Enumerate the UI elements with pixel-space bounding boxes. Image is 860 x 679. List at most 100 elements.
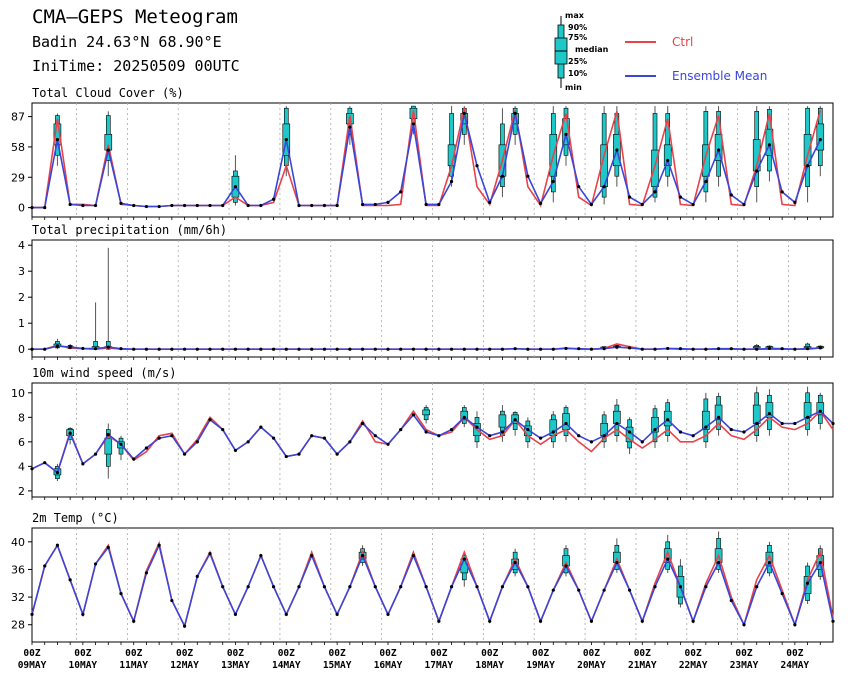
y-tick-label: 2 bbox=[18, 485, 25, 498]
series-point bbox=[526, 427, 530, 432]
series-point bbox=[335, 347, 339, 351]
series-point bbox=[729, 193, 733, 197]
series-point bbox=[81, 203, 85, 208]
series-point bbox=[170, 434, 174, 438]
series-point bbox=[615, 148, 619, 152]
series-point bbox=[132, 619, 136, 623]
series-point bbox=[577, 347, 581, 351]
series-point bbox=[526, 585, 530, 589]
series-point bbox=[182, 452, 187, 456]
series-point bbox=[653, 347, 657, 351]
series-point bbox=[119, 347, 123, 351]
series-point bbox=[729, 598, 733, 603]
series-point bbox=[475, 425, 479, 429]
series-point bbox=[793, 623, 797, 627]
series-point bbox=[271, 436, 276, 440]
x-tick-label-hour: 00Z bbox=[74, 648, 91, 659]
series-point bbox=[653, 190, 657, 194]
series-point bbox=[691, 347, 695, 351]
series-point bbox=[106, 345, 110, 349]
series-point bbox=[564, 132, 568, 136]
series-point bbox=[831, 421, 835, 426]
series-point bbox=[348, 125, 352, 129]
series-point bbox=[475, 164, 479, 168]
box-inner bbox=[816, 402, 825, 416]
series-point bbox=[182, 347, 187, 351]
series-point bbox=[755, 421, 759, 426]
y-tick-label: 32 bbox=[11, 591, 25, 604]
series-point bbox=[43, 564, 47, 568]
series-point bbox=[170, 203, 174, 208]
series-point bbox=[106, 432, 110, 437]
series-point bbox=[500, 430, 505, 434]
series-point bbox=[424, 585, 428, 589]
y-tick-label: 4 bbox=[18, 460, 25, 473]
y-tick-label: 28 bbox=[11, 619, 25, 632]
x-tick-label-date: 21MAY bbox=[628, 660, 657, 671]
series-point bbox=[767, 412, 772, 416]
series-point bbox=[577, 588, 581, 592]
series-point bbox=[411, 122, 416, 126]
series-point bbox=[437, 347, 441, 351]
series-point bbox=[462, 347, 466, 351]
series-point bbox=[106, 545, 110, 549]
legend-box-label: 90% bbox=[568, 23, 587, 32]
series-point bbox=[297, 203, 301, 208]
series-point bbox=[449, 427, 454, 432]
x-tick-label-hour: 00Z bbox=[735, 648, 752, 659]
series-point bbox=[195, 203, 199, 208]
series-line-mean bbox=[31, 410, 834, 474]
series-point bbox=[360, 347, 365, 351]
panel-title: 10m wind speed (m/s) bbox=[32, 366, 177, 380]
series-point bbox=[742, 347, 746, 351]
box-inner bbox=[613, 410, 621, 424]
x-tick-label-date: 15MAY bbox=[323, 660, 352, 671]
series-point bbox=[755, 585, 759, 589]
series-point bbox=[271, 197, 276, 201]
y-tick-label: 0 bbox=[18, 343, 25, 356]
y-tick-label: 6 bbox=[18, 436, 25, 449]
series-point bbox=[564, 421, 568, 426]
series-point bbox=[30, 612, 34, 616]
y-tick-label: 36 bbox=[11, 563, 25, 576]
x-tick-label-hour: 00Z bbox=[532, 648, 549, 659]
series-point bbox=[449, 179, 454, 184]
series-point bbox=[399, 585, 403, 589]
y-tick-label: 40 bbox=[11, 536, 25, 549]
chart-title: CMA—GEPS Meteogram bbox=[32, 6, 238, 28]
series-point bbox=[488, 200, 492, 204]
series-point bbox=[30, 347, 34, 351]
series-point bbox=[805, 415, 810, 419]
x-tick-label-hour: 00Z bbox=[227, 648, 244, 659]
series-point bbox=[818, 138, 822, 142]
x-tick-label-hour: 00Z bbox=[125, 648, 142, 659]
series-point bbox=[780, 190, 784, 194]
series-point bbox=[666, 418, 670, 422]
x-tick-label-date: 23MAY bbox=[730, 660, 759, 671]
y-tick-label: 3 bbox=[18, 265, 25, 278]
series-point bbox=[538, 436, 543, 440]
series-point bbox=[589, 619, 594, 623]
series-point bbox=[386, 442, 390, 446]
x-tick-label-date: 19MAY bbox=[526, 660, 555, 671]
x-tick-label-hour: 00Z bbox=[634, 648, 651, 659]
series-point bbox=[348, 585, 352, 589]
series-point bbox=[538, 347, 543, 351]
y-tick-label: 2 bbox=[18, 291, 25, 304]
series-point bbox=[488, 434, 492, 438]
series-point bbox=[577, 434, 581, 438]
series-point bbox=[666, 158, 670, 163]
series-point bbox=[793, 200, 797, 204]
legend-label-mean: Ensemble Mean bbox=[672, 69, 767, 83]
box-inner bbox=[714, 134, 723, 161]
box-inner bbox=[104, 437, 113, 455]
series-point bbox=[716, 347, 721, 351]
legend-box-label: 75% bbox=[568, 33, 587, 42]
x-tick-label-hour: 00Z bbox=[278, 648, 295, 659]
series-point bbox=[564, 564, 568, 568]
series-point bbox=[360, 554, 365, 558]
series-point bbox=[551, 588, 555, 592]
series-point bbox=[729, 427, 733, 432]
series-point bbox=[68, 345, 72, 349]
